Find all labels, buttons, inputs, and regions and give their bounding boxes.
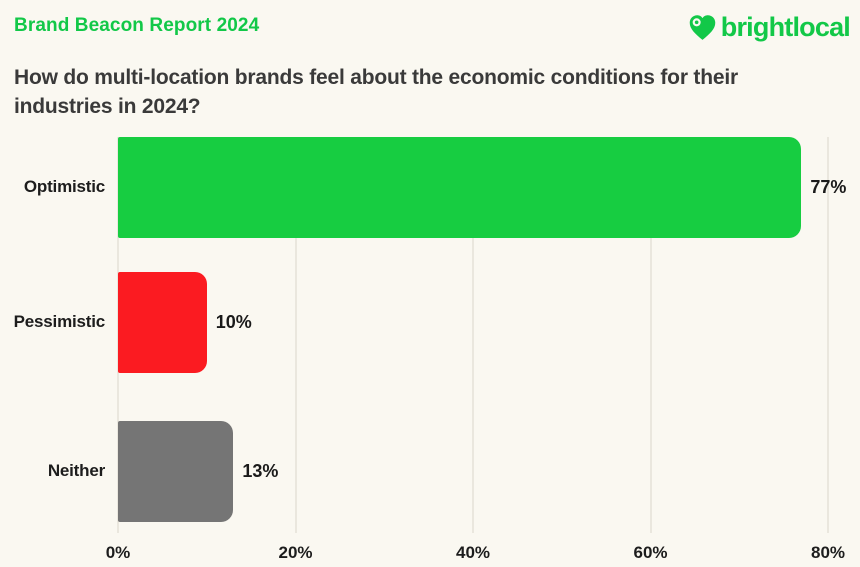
x-axis: 0% 20% 40% 60% 80%: [106, 542, 845, 567]
chart-title-line2: industries in 2024?: [14, 94, 201, 118]
bar-track: 10%: [118, 271, 860, 373]
gridline-20: [294, 136, 297, 533]
value-label: 13%: [242, 460, 279, 481]
x-tick-label: 60%: [633, 542, 668, 562]
bar-optimistic: [118, 136, 802, 238]
gridline-60: [649, 136, 652, 533]
brightlocal-wordmark: brightlocal: [720, 12, 851, 42]
bar-row: Pessimistic 10%: [0, 271, 860, 373]
bar-pessimistic: [118, 271, 207, 373]
x-tick-label: 40%: [455, 542, 491, 562]
bar-track: 77%: [118, 136, 860, 238]
value-label: 77%: [810, 176, 847, 197]
category-label: Neither: [47, 461, 105, 481]
gridline-40: [472, 136, 474, 533]
bar-chart: Optimistic 77% Pessimistic 10% Neither 13% 0%…: [0, 136, 860, 567]
gridline-80: [827, 136, 829, 533]
bar-track: 13%: [118, 420, 860, 522]
heart-pin-icon: [687, 12, 718, 43]
category-label: Optimistic: [23, 177, 105, 197]
chart-title: How do multi-location brands feel about …: [14, 64, 846, 122]
x-tick-label: 80%: [810, 542, 846, 562]
x-tick-label: 0%: [105, 542, 131, 562]
brightlocal-logo: brightlocal: [687, 12, 851, 43]
x-tick-label: 20%: [278, 542, 313, 562]
report-label: Brand Beacon Report 2024: [14, 15, 260, 36]
bar-neither: [118, 420, 234, 522]
value-label: 10%: [215, 311, 252, 332]
header: Brand Beacon Report 2024 brightlocal: [0, 0, 860, 43]
bar-row: Optimistic 77%: [0, 136, 860, 238]
bar-row: Neither 13%: [0, 420, 860, 522]
bar-rows: Optimistic 77% Pessimistic 10% Neither 13%: [0, 136, 860, 522]
chart-title-line1: How do multi-location brands feel about …: [14, 66, 738, 89]
category-label: Pessimistic: [13, 312, 106, 332]
